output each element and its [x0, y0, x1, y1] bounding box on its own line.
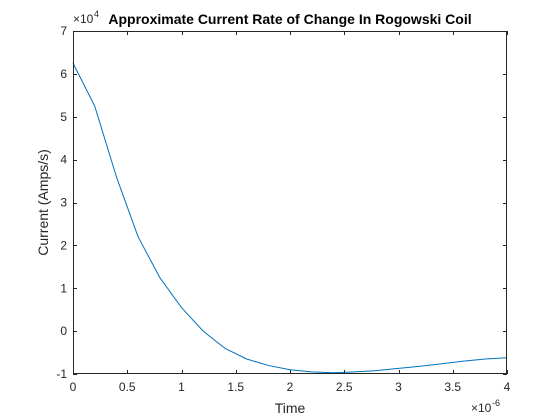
- series-layer: [72, 62, 508, 374]
- x-tick-label: 2.5: [336, 380, 353, 394]
- x-tick-label: 3.5: [444, 380, 461, 394]
- x-axis-label: Time: [275, 400, 306, 416]
- x-tick-label: 1.5: [227, 380, 244, 394]
- y-multiplier-exponent: 4: [94, 9, 99, 19]
- y-tick-label: 4: [60, 153, 67, 167]
- y-tick-label: 6: [60, 67, 67, 81]
- x-multiplier-exponent: -6: [492, 398, 500, 408]
- y-tick-label: 3: [60, 196, 67, 210]
- y-tick-label: 5: [60, 110, 67, 124]
- chart-title: Approximate Current Rate of Change In Ro…: [108, 11, 471, 27]
- x-tick-label: 2: [287, 380, 294, 394]
- y-tick-label: 0: [60, 324, 67, 338]
- y-multiplier-base: ×10: [73, 12, 94, 26]
- y-axis-multiplier: ×10 4: [73, 9, 99, 26]
- y-axis-label: Current (Amps/s): [35, 149, 51, 256]
- plot-area: [73, 31, 507, 374]
- x-tick-label: 0: [70, 380, 77, 394]
- x-tick-label: 3: [395, 380, 402, 394]
- y-tick-label: 7: [60, 24, 67, 38]
- y-tick-label: -1: [56, 367, 67, 381]
- x-tick-label: 4: [504, 380, 511, 394]
- x-tick-label: 0.5: [119, 380, 136, 394]
- x-axis: 0 0.5 1 1.5 2 2.5 3 3.5 4: [70, 31, 511, 394]
- y-tick-label: 1: [60, 281, 67, 295]
- y-tick-label: 2: [60, 238, 67, 252]
- x-axis-multiplier: ×10 -6: [471, 398, 500, 415]
- y-axis: -1 0 1 2 3 4 5 6 7: [56, 24, 507, 381]
- series-line: [72, 62, 508, 374]
- x-multiplier-base: ×10: [471, 401, 492, 415]
- x-tick-label: 1: [178, 380, 185, 394]
